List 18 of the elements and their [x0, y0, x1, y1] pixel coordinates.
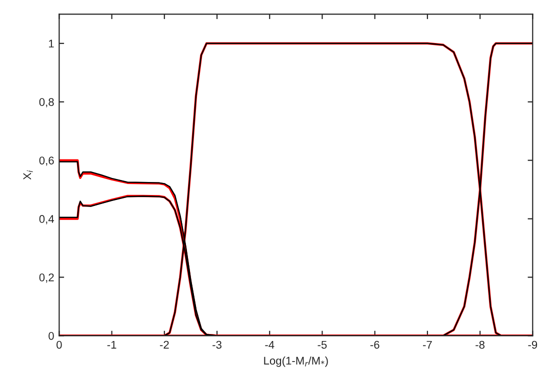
y-tick-label: 0,4	[39, 215, 54, 224]
x-tick-label: -6	[370, 340, 380, 349]
y-tick-label: 1	[48, 40, 54, 48]
x-tick-label: -7	[422, 340, 432, 349]
x-tick-label: -2	[160, 340, 169, 349]
y-tick-label: 0,8	[39, 98, 54, 108]
x-tick-label: -5	[318, 340, 327, 349]
x-tick-label: -8	[476, 340, 485, 349]
x-tick-label: -4	[265, 340, 274, 349]
y-tick-label: 0,2	[39, 274, 54, 283]
y-tick-label: 0,6	[39, 156, 54, 166]
y-tick-label: 0	[48, 332, 54, 340]
x-tick-label: -9	[528, 340, 538, 349]
x-tick-label: -3	[212, 340, 222, 349]
x-tick-label: 0	[56, 340, 62, 349]
x-tick-label: -1	[107, 340, 116, 349]
y-axis-title: X$_{i}$	[23, 170, 33, 180]
x-axis-title: Log(1-M$_{r}$/M$_{*}$)	[264, 356, 328, 367]
